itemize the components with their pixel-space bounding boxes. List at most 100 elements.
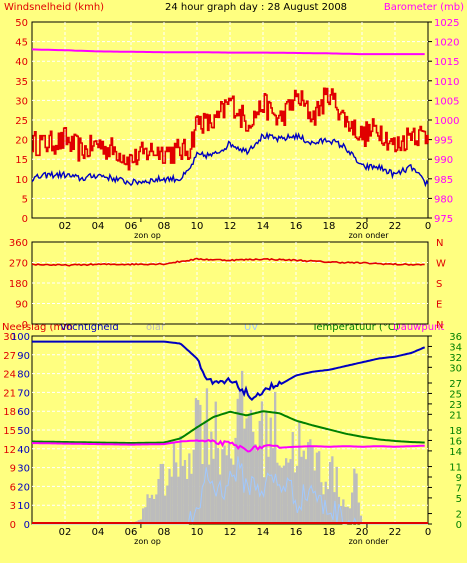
direction-label: S [436,279,442,290]
x-tick-label: 02 [59,221,72,232]
solar-bar [263,477,266,524]
solar-bar [212,458,215,524]
humidity-tick-label: 80 [17,370,30,381]
solar-bars [133,370,363,524]
wind-speed-title: Windsnelheid (kmh) [4,2,104,13]
solar-bar [267,456,270,524]
temperature-tick-label: 11 [449,463,462,474]
solar-bar [177,476,180,524]
y2-tick-label: 1020 [434,38,459,49]
x-tick-label: 0 [425,221,431,232]
solar-bar [304,459,308,524]
rain-tick-label: 3 [10,501,16,512]
solar-bar [300,456,303,524]
solar-bar [258,420,261,524]
solar-bar [291,432,294,524]
rain-tick-label: 27 [3,351,16,362]
humidity-tick-label: 100 [11,332,30,343]
solar-label: olar [146,322,166,333]
solar-bar [265,411,268,524]
x-tick-label: 04 [92,221,105,232]
y-tick-label: 0 [22,214,28,225]
solar-bar [186,479,189,524]
solar-bar [326,489,330,524]
temperature-tick-label: 0 [456,520,462,531]
humidity-tick-label: 70 [17,388,30,399]
solar-bar [337,496,341,524]
solar-bar [318,451,321,524]
x-tick-label: 0 [425,527,431,538]
x-tick-label: 02 [59,527,72,538]
solar-bar [190,473,193,524]
x-tick-label: 04 [92,527,105,538]
y-tick-label: 360 [9,238,28,249]
temperature-tick-label: 30 [449,363,462,374]
solar-bar [271,448,275,524]
solar-bar [276,462,279,524]
temperature-tick-label: 32 [449,353,462,364]
dewpoint-label: Dauwpunt [393,322,444,333]
solar-bar [150,494,154,524]
y-tick-label: 180 [9,279,28,290]
solar-bar [181,465,184,524]
y-tick-label: 20 [15,136,28,147]
y-tick-label: 40 [15,57,28,68]
solar-bar [353,468,356,524]
y-tick-label: 90 [15,300,28,311]
solar-bar [161,463,165,524]
solar-bar [285,458,288,524]
y-tick-label: 5 [22,194,28,205]
rain-label: Neerslag (mm [2,322,73,333]
solar-bar [164,495,167,524]
solar-bar [311,446,314,524]
humidity-tick-label: 90 [17,351,30,362]
chart-title: 24 hour graph day : 28 August 2008 [165,2,347,13]
y-tick-label: 25 [15,116,28,127]
solar-bar [351,492,354,524]
y2-tick-label: 980 [434,194,453,205]
solar-bar [179,435,182,524]
y-tick-label: 35 [15,77,28,88]
solar-bar [296,465,299,524]
solar-bar [344,506,347,524]
x-tick-label: 06 [125,527,138,538]
y-tick-label: 15 [15,155,28,166]
temperature-tick-label: 5 [456,494,462,505]
temperature-tick-label: 9 [456,473,462,484]
solar-bar [315,452,319,524]
x-tick-label: 18 [323,221,336,232]
solar-bar [247,414,250,524]
solar-bar [159,464,162,524]
solar-bar [157,479,160,524]
solar-bar [249,409,253,524]
humidity-tick-label: 40 [17,445,30,456]
humidity-tick-label: 0 [24,520,30,531]
solar-bar [208,464,211,524]
solar-bar [153,499,156,524]
wind-gust-line [32,87,429,171]
solar-bar [331,456,334,524]
solar-bar [278,465,281,524]
solar-bar [320,482,323,524]
solar-bar [232,464,235,524]
humidity-tick-label: 10 [17,501,30,512]
solar-bar [335,466,338,524]
temperature-tick-label: 14 [449,447,462,458]
temperature-tick-label: 7 [456,483,462,494]
rain-tick-label: 15 [3,426,16,437]
solar-bar [168,468,171,524]
solar-bar [355,473,358,524]
solar-bar [170,476,173,524]
solar-bar [254,444,257,524]
x-tick-label: 06 [125,221,138,232]
solar-bar [197,400,200,524]
rain-tick-label: 30 [3,332,16,343]
temperature-tick-label: 27 [449,379,462,390]
solar-bar [155,494,158,524]
rain-tick-label: 24 [3,370,16,381]
y2-tick-label: 1025 [434,18,459,29]
rain-tick-label: 9 [10,464,16,475]
y2-tick-label: 985 [434,175,453,186]
solar-bar [309,439,312,524]
